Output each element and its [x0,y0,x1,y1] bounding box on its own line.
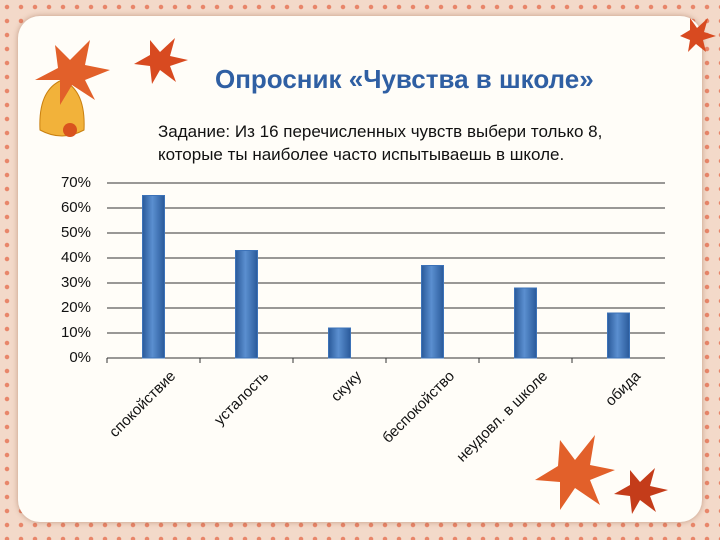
y-tick-label: 0% [69,349,91,366]
bar [328,327,351,359]
bar [514,287,537,359]
y-tick-label: 20% [61,299,91,316]
x-tick-label: усталость [211,367,272,428]
x-tick-label: спокойствие [106,368,179,441]
bar [421,265,444,359]
panel [18,16,702,522]
x-tick-label: неудовл. в школе [453,368,551,466]
bar [235,250,258,359]
x-tick-label: скуку [328,367,366,405]
leaves [35,18,716,514]
y-tick-label: 30% [61,274,91,291]
task-text: Задание: Из 16 перечисленных чувств выбе… [158,122,603,164]
y-tick-label: 70% [61,174,91,191]
y-tick-label: 50% [61,224,91,241]
y-tick-label: 60% [61,199,91,216]
bell [39,79,85,137]
x-tick-label: обида [602,367,644,409]
bar [142,195,165,359]
bar [607,312,630,359]
y-tick-label: 10% [61,324,91,341]
x-tick-label: беспокойство [379,368,458,447]
y-tick-label: 40% [61,249,91,266]
title: Опросник «Чувства в школе» [215,64,594,94]
